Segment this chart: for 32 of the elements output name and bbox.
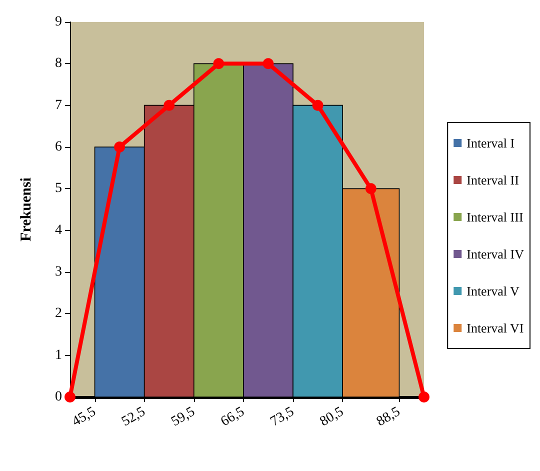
x-tick-label: 80,5	[318, 404, 346, 430]
point	[418, 392, 430, 402]
y-tick-label: 1	[55, 348, 62, 363]
y-tick-label: 0	[55, 390, 62, 404]
x-tick-label: 66,5	[218, 404, 248, 430]
x-tick-label: 73,5	[268, 404, 297, 430]
y-tick-label: 2	[55, 306, 62, 322]
legend-label: Interval II	[466, 172, 519, 188]
point	[262, 58, 274, 70]
x-tick-label: 59,5	[168, 404, 198, 430]
x-tick-label: 52,5	[119, 404, 148, 430]
y-tick-label: 3	[55, 264, 62, 280]
x-tick-label: 45,5	[70, 404, 99, 430]
legend-label: Interval III	[466, 210, 524, 224]
point	[64, 392, 76, 402]
y-tick-label: 5	[55, 181, 62, 196]
y-tick-label: 4	[55, 222, 62, 238]
y-tick-label: 7	[55, 98, 62, 113]
y-tick-label: 9	[55, 14, 62, 30]
point	[312, 100, 324, 111]
y-axis-title: Frekuensi	[18, 178, 34, 242]
y-tick-label: 6	[55, 140, 62, 154]
point	[365, 183, 376, 194]
legend-label: Interval I	[466, 136, 515, 150]
x-tick-label: 88,5	[374, 404, 403, 430]
point	[114, 142, 126, 152]
legend-label: Interval IV	[466, 246, 525, 262]
y-tick-label: 8	[55, 56, 62, 72]
legend-label: Interval V	[466, 284, 520, 298]
point	[213, 58, 224, 70]
legend-label: Interval VI	[466, 320, 524, 336]
point	[164, 100, 175, 111]
